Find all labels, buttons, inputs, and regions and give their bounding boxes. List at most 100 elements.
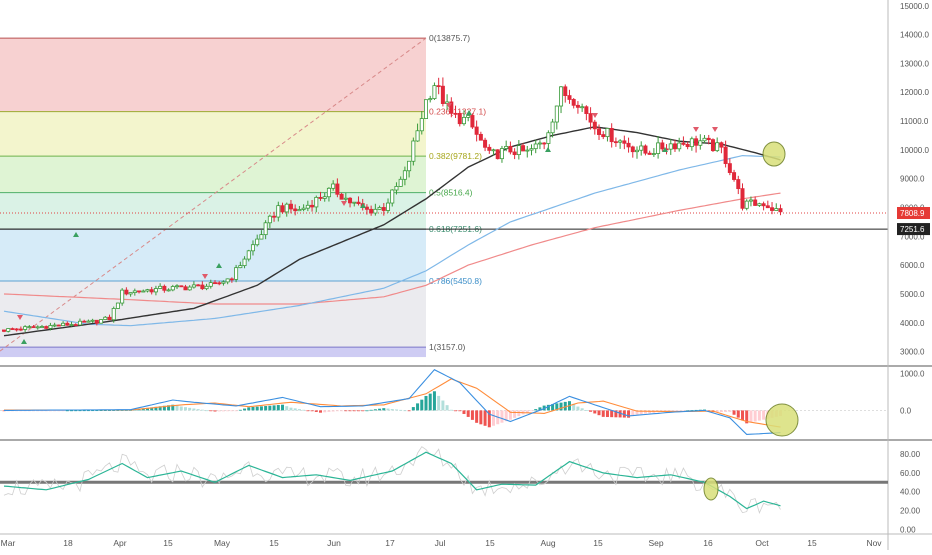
candle[interactable] (364, 204, 369, 215)
candle[interactable] (107, 314, 112, 321)
candle[interactable] (694, 135, 699, 153)
candle[interactable] (504, 140, 509, 152)
candle[interactable] (740, 183, 745, 211)
candle[interactable] (639, 141, 644, 156)
candle[interactable] (137, 290, 142, 294)
candle[interactable] (352, 201, 357, 207)
candle[interactable] (622, 135, 627, 150)
candle[interactable] (305, 200, 310, 212)
candle[interactable] (175, 284, 180, 290)
candle[interactable] (255, 234, 260, 247)
candle[interactable] (681, 136, 686, 146)
candle[interactable] (44, 325, 49, 330)
candle[interactable] (495, 149, 500, 160)
candle[interactable] (542, 142, 547, 150)
candle[interactable] (677, 137, 682, 152)
candle[interactable] (415, 123, 420, 142)
candle[interactable] (478, 131, 483, 141)
candle[interactable] (499, 145, 504, 163)
candle[interactable] (428, 95, 433, 103)
candle[interactable] (280, 202, 285, 214)
candle[interactable] (141, 289, 146, 293)
candle[interactable] (200, 281, 205, 291)
candle[interactable] (23, 325, 28, 332)
candle[interactable] (246, 249, 251, 262)
candle[interactable] (533, 139, 538, 154)
candle[interactable] (394, 182, 399, 195)
candle[interactable] (99, 319, 104, 324)
candle[interactable] (238, 261, 243, 269)
candle[interactable] (229, 277, 234, 283)
candle[interactable] (94, 319, 99, 326)
candle[interactable] (647, 150, 652, 155)
candle[interactable] (487, 144, 492, 154)
candle[interactable] (508, 141, 513, 155)
candle[interactable] (322, 192, 327, 202)
candle[interactable] (753, 196, 758, 206)
candle[interactable] (770, 202, 775, 215)
candle[interactable] (390, 189, 395, 207)
candle[interactable] (128, 292, 133, 297)
candle[interactable] (196, 283, 201, 287)
candle[interactable] (774, 203, 779, 211)
candle[interactable] (618, 139, 623, 149)
candle[interactable] (402, 166, 407, 186)
candle[interactable] (719, 141, 724, 154)
candle[interactable] (457, 110, 462, 127)
candle[interactable] (605, 128, 610, 142)
candle[interactable] (748, 196, 753, 207)
candle[interactable] (723, 140, 728, 168)
candle[interactable] (685, 141, 690, 150)
candle[interactable] (470, 113, 475, 129)
candle[interactable] (221, 280, 226, 286)
candle[interactable] (31, 325, 36, 329)
candle[interactable] (672, 139, 677, 152)
candle[interactable] (103, 316, 108, 321)
candle[interactable] (153, 285, 158, 296)
candle[interactable] (10, 327, 15, 330)
candle[interactable] (727, 158, 732, 176)
candle[interactable] (660, 139, 665, 152)
candle[interactable] (436, 77, 441, 95)
candle[interactable] (706, 134, 711, 145)
candle[interactable] (56, 324, 61, 327)
candle[interactable] (356, 196, 361, 206)
candle[interactable] (466, 115, 471, 122)
candle[interactable] (449, 97, 454, 118)
candle[interactable] (474, 120, 479, 142)
candle[interactable] (440, 77, 445, 107)
candle[interactable] (529, 144, 534, 156)
candle[interactable] (69, 321, 74, 327)
candle[interactable] (597, 124, 602, 140)
candle[interactable] (35, 325, 40, 330)
candle[interactable] (170, 284, 175, 292)
candle[interactable] (242, 256, 247, 269)
candle[interactable] (765, 200, 770, 209)
candle[interactable] (86, 319, 91, 323)
candle[interactable] (656, 136, 661, 159)
candle[interactable] (225, 278, 230, 285)
candle[interactable] (208, 279, 213, 289)
candle[interactable] (115, 302, 120, 309)
candle[interactable] (643, 144, 648, 156)
candle[interactable] (145, 288, 150, 293)
candle[interactable] (343, 192, 348, 202)
candle[interactable] (398, 176, 403, 187)
candle[interactable] (166, 288, 171, 292)
candle[interactable] (559, 86, 564, 114)
candle[interactable] (461, 110, 466, 126)
candle[interactable] (491, 148, 496, 156)
candle[interactable] (630, 145, 635, 158)
candle[interactable] (132, 288, 137, 296)
candle[interactable] (288, 199, 293, 214)
candle[interactable] (651, 148, 656, 157)
candle[interactable] (626, 137, 631, 153)
candle[interactable] (326, 187, 331, 202)
candle[interactable] (259, 230, 264, 240)
candle[interactable] (263, 220, 268, 240)
candle[interactable] (335, 178, 340, 198)
candle[interactable] (423, 99, 428, 119)
candle[interactable] (778, 204, 783, 216)
candle[interactable] (276, 201, 281, 222)
